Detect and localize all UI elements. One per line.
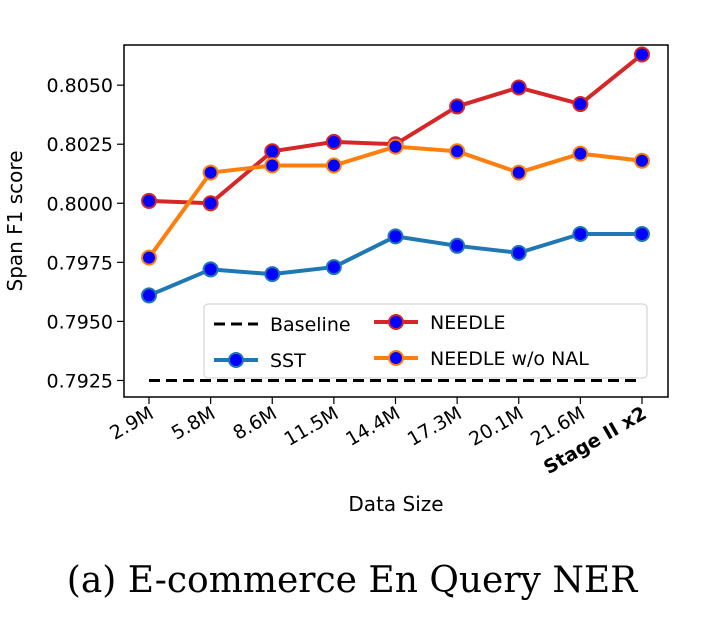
y-tick-label: 0.8000 — [47, 193, 113, 215]
legend-label: NEEDLE w/o NAL — [430, 348, 589, 370]
data-point — [387, 228, 404, 245]
data-point — [387, 138, 404, 155]
series-line — [148, 52, 644, 206]
data-point — [141, 287, 157, 304]
data-point — [141, 249, 157, 266]
data-point — [202, 164, 219, 181]
legend-item: SST — [214, 350, 306, 372]
data-point — [510, 79, 527, 96]
legend-item: Baseline — [214, 314, 351, 336]
data-point — [202, 261, 219, 278]
y-axis: 0.7925 0.7950 0.7975 0.8000 0.8025 0.8050 — [47, 75, 124, 392]
data-point — [572, 145, 589, 162]
data-point — [572, 225, 589, 242]
data-point — [264, 266, 281, 283]
x-tick-label: 20.1M — [465, 402, 527, 450]
y-tick-label: 0.7975 — [47, 252, 113, 274]
x-axis-title: Data Size — [348, 492, 443, 516]
x-axis: 2.9M 5.8M 8.6M 11.5M 14.4M 17.3M 20.1M 21.6MSta… — [106, 397, 651, 479]
data-point — [634, 152, 650, 169]
legend-label: SST — [270, 350, 306, 372]
data-point — [449, 237, 466, 254]
data-point — [510, 244, 527, 261]
legend-marker — [388, 314, 404, 330]
data-point — [449, 143, 466, 160]
x-tick-label: 11.5M — [281, 402, 343, 450]
y-tick-label: 0.7950 — [47, 311, 113, 333]
figure-caption: (a) E-commerce En Query NER — [67, 560, 638, 601]
series-needle-w-o-nal — [141, 138, 650, 266]
series-sst — [141, 225, 650, 304]
data-point — [264, 157, 281, 174]
data-point — [634, 225, 650, 242]
legend: Baseline SST NEEDLE NEEDLE w/o NAL — [203, 303, 648, 379]
legend-label: Baseline — [270, 314, 351, 336]
data-point — [510, 164, 527, 181]
x-tick-label: 14.4M — [342, 402, 404, 450]
series-layer — [141, 46, 650, 382]
x-tick-label: 17.3M — [404, 402, 466, 450]
legend-marker — [388, 350, 404, 366]
data-point — [141, 192, 157, 209]
x-tick-label: 2.9M — [106, 402, 157, 444]
data-point — [572, 96, 589, 113]
legend-box — [203, 303, 648, 379]
y-tick-label: 0.8025 — [47, 134, 113, 156]
x-tick-label: 5.8M — [168, 402, 219, 444]
series-needle — [141, 46, 650, 212]
legend-marker — [228, 352, 244, 368]
x-tick-label: 8.6M — [229, 402, 280, 444]
data-point — [634, 46, 650, 63]
legend-label: NEEDLE — [430, 312, 505, 334]
data-point — [325, 157, 342, 174]
data-point — [325, 259, 342, 276]
legend-item: NEEDLE w/o NAL — [374, 348, 589, 370]
data-point — [449, 98, 466, 115]
data-point — [202, 195, 219, 212]
data-point — [325, 133, 342, 150]
y-axis-title: Span F1 score — [3, 150, 27, 291]
y-tick-label: 0.7925 — [47, 370, 113, 392]
legend-item: NEEDLE — [374, 312, 505, 334]
data-point — [264, 143, 281, 160]
y-tick-label: 0.8050 — [47, 75, 113, 97]
